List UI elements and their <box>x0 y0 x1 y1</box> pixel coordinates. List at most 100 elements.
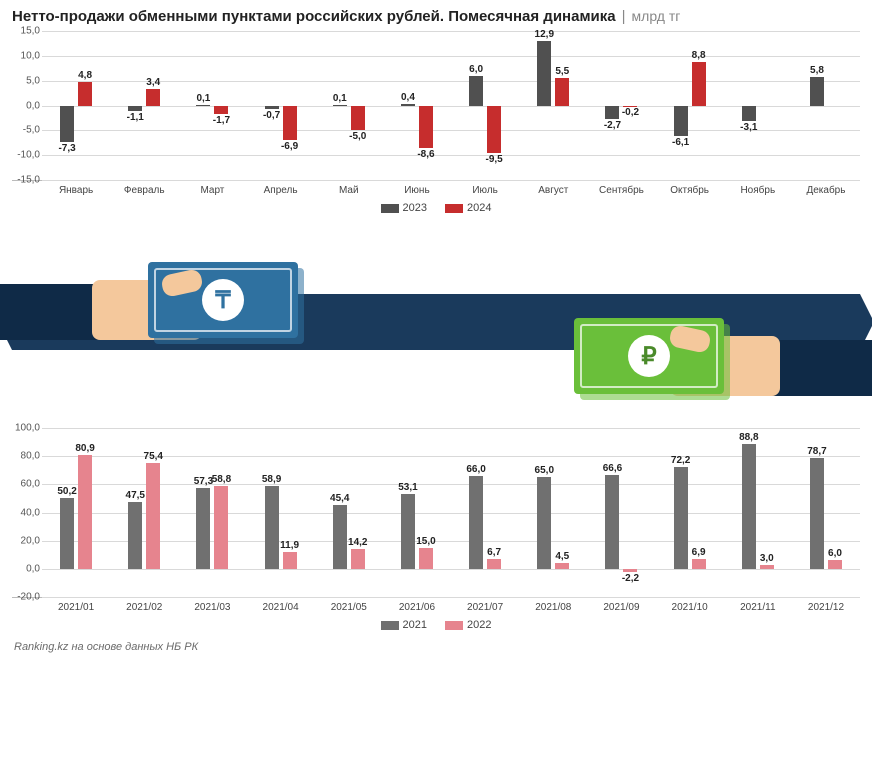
ytick-label: 0,0 <box>12 100 40 111</box>
bar-group: 66,6-2,2 <box>587 428 655 597</box>
bar <box>401 494 415 569</box>
bar <box>555 563 569 569</box>
legend-swatch <box>381 621 399 630</box>
bar-value-label: 45,4 <box>325 493 355 504</box>
bar-value-label: -1,1 <box>120 112 150 123</box>
bar-group: 57,358,8 <box>178 428 246 597</box>
bar-value-label: 0,4 <box>393 92 423 103</box>
page: Нетто-продажи обменными пунктами российс… <box>0 0 872 667</box>
page-title: Нетто-продажи обменными пунктами российс… <box>12 8 616 25</box>
bar-value-label: -9,5 <box>479 154 509 165</box>
bar-value-label: -3,1 <box>734 122 764 133</box>
bar-group: -1,1 3,4 <box>110 31 178 180</box>
ytick-label: 0,0 <box>12 563 40 574</box>
bar <box>623 569 637 572</box>
xaxis-label: Июнь <box>383 181 451 196</box>
xaxis-label: Ноябрь <box>724 181 792 196</box>
ytick-label: -10,0 <box>12 150 40 161</box>
bar-group: 65,0 4,5 <box>519 428 587 597</box>
bar <box>419 106 433 149</box>
xaxis-label: Октябрь <box>656 181 724 196</box>
xaxis-label: 2021/08 <box>519 598 587 613</box>
bar-group: -6,18,8 <box>656 31 724 180</box>
xaxis-label: Март <box>178 181 246 196</box>
bar-value-label: -2,2 <box>615 573 645 584</box>
bar-value-label: 58,8 <box>206 474 236 485</box>
bar-value-label: 75,4 <box>138 451 168 462</box>
xaxis-label: Июль <box>451 181 519 196</box>
bar-group: 12,9 5,5 <box>519 31 587 180</box>
bar <box>469 76 483 106</box>
xaxis-label: 2021/05 <box>315 598 383 613</box>
bar <box>283 106 297 140</box>
bar <box>265 106 279 109</box>
bar-group: -2,7-0,2 <box>587 31 655 180</box>
source-text: Ranking.kz на основе данных НБ РК <box>12 631 860 659</box>
ytick-label: 80,0 <box>12 451 40 462</box>
bar-value-label: -6,9 <box>275 141 305 152</box>
bar-value-label: 0,1 <box>188 93 218 104</box>
xaxis-label: 2021/09 <box>587 598 655 613</box>
bar-group: 88,83,0 <box>724 428 792 597</box>
bar-value-label: 5,8 <box>802 65 832 76</box>
bar <box>128 106 142 111</box>
bar-value-label: 66,0 <box>461 464 491 475</box>
bar <box>128 502 142 569</box>
bar-value-label: 11,9 <box>275 540 305 551</box>
bar <box>401 104 415 106</box>
bar-value-label: 6,0 <box>820 548 850 559</box>
chart-top-legend: 20232024 <box>12 202 860 214</box>
xaxis-label: 2021/01 <box>42 598 110 613</box>
bar <box>810 77 824 106</box>
bar-group: 47,575,4 <box>110 428 178 597</box>
xaxis-label: 2021/06 <box>383 598 451 613</box>
bar-value-label: 4,8 <box>70 70 100 81</box>
bar-value-label: 3,4 <box>138 77 168 88</box>
tenge-symbol: ₸ <box>202 279 244 321</box>
bar-value-label: 12,9 <box>529 29 559 40</box>
bar-value-label: 6,0 <box>461 64 491 75</box>
bar <box>214 486 228 569</box>
legend-item: 2021 <box>381 619 427 631</box>
ytick-label: -20,0 <box>12 592 40 603</box>
bar-group: 0,1-5,0 <box>315 31 383 180</box>
bar <box>623 106 637 107</box>
xaxis-label: 2021/07 <box>451 598 519 613</box>
bar-value-label: 53,1 <box>393 482 423 493</box>
bar <box>214 106 228 114</box>
bar-group: -0,7-6,9 <box>247 31 315 180</box>
ytick-label: 15,0 <box>12 26 40 37</box>
chart-bottom-plot: 100,080,060,040,020,00,0-20,050,280,947,… <box>12 428 860 598</box>
xaxis-label: Август <box>519 181 587 196</box>
bar <box>60 498 74 569</box>
xaxis-label: 2021/02 <box>110 598 178 613</box>
ytick-label: -5,0 <box>12 125 40 136</box>
chart-top-xaxis: ЯнварьФевральМартАпрельМайИюньИюльАвгуст… <box>42 181 860 196</box>
ytick-label: 10,0 <box>12 50 40 61</box>
chart-bottom-legend: 20212022 <box>12 619 860 631</box>
bar-value-label: 6,7 <box>479 547 509 558</box>
bar-group: 58,911,9 <box>247 428 315 597</box>
bar-group: -3,1 <box>724 31 792 180</box>
bar-value-label: 3,0 <box>752 553 782 564</box>
chart-top-plot: 15,010,05,00,0-5,0-10,0-15,0-7,34,8-1,13… <box>12 31 860 181</box>
bar-value-label: 65,0 <box>529 465 559 476</box>
bar-value-label: 6,9 <box>684 547 714 558</box>
bar-group: 53,1 15,0 <box>383 428 451 597</box>
bar-value-label: 15,0 <box>411 536 441 547</box>
bar-value-label: 14,2 <box>343 537 373 548</box>
bar-groups: -7,34,8-1,13,40,1-1,7-0,7-6,90,1-5,00,4-… <box>42 31 860 180</box>
xaxis-label: Февраль <box>110 181 178 196</box>
legend-label: 2024 <box>467 202 491 214</box>
bar-value-label: 5,5 <box>547 66 577 77</box>
bar-value-label: 4,5 <box>547 551 577 562</box>
xaxis-label: 2021/11 <box>724 598 792 613</box>
bar-value-label: 80,9 <box>70 443 100 454</box>
xaxis-label: 2021/10 <box>656 598 724 613</box>
bar <box>283 552 297 569</box>
bar-group: 0,1-1,7 <box>178 31 246 180</box>
bar-group: 0,4-8,6 <box>383 31 451 180</box>
ytick-label: 20,0 <box>12 535 40 546</box>
exchange-infographic: ₸ ₽ <box>12 224 860 424</box>
bar-value-label: 78,7 <box>802 446 832 457</box>
